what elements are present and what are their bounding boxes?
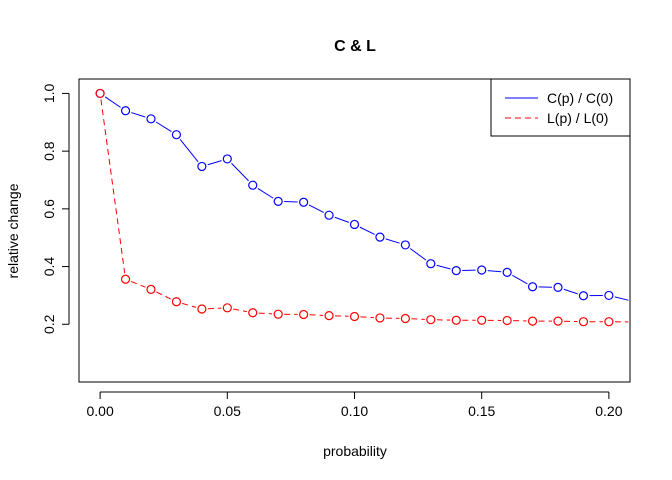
x-tick-label: 0.05 <box>214 403 241 419</box>
series-segment <box>385 238 400 244</box>
data-point <box>273 309 283 319</box>
data-point <box>324 311 334 321</box>
series-segment <box>156 291 172 300</box>
series-segment <box>104 96 121 108</box>
data-point <box>349 311 360 322</box>
data-point <box>629 300 630 304</box>
series-segment <box>179 139 199 163</box>
series-segment <box>309 314 324 316</box>
data-point <box>171 130 182 140</box>
data-point <box>578 317 589 327</box>
data-point <box>604 290 614 301</box>
data-point <box>299 197 309 207</box>
data-point <box>197 304 207 314</box>
series-1 <box>95 88 630 327</box>
legend-label-l: L(p) / L(0) <box>547 110 608 126</box>
data-point <box>451 266 461 276</box>
series-0 <box>95 88 630 304</box>
data-point <box>400 240 410 250</box>
series-segment <box>334 216 350 223</box>
data-point <box>629 320 630 324</box>
data-point <box>578 291 589 301</box>
series-segment <box>411 318 425 320</box>
data-point <box>120 106 131 116</box>
series-layer <box>95 88 630 327</box>
series-segment <box>155 121 172 132</box>
data-point <box>502 267 512 277</box>
series-segment <box>563 288 578 295</box>
series-segment <box>182 302 197 308</box>
y-axis-label: relative change <box>5 183 21 278</box>
series-segment <box>409 248 427 261</box>
series-segment <box>207 307 222 310</box>
chart-title: C & L <box>334 38 376 55</box>
y-tick-label: 0.4 <box>41 257 57 277</box>
plot-frame <box>78 78 631 383</box>
series-segment <box>231 162 249 182</box>
legend: C(p) / C(0) L(p) / L(0) <box>490 78 631 137</box>
data-point <box>171 297 182 307</box>
data-point <box>553 316 563 326</box>
data-point <box>527 282 538 292</box>
data-point <box>273 196 283 206</box>
data-point <box>299 309 309 320</box>
data-point <box>426 315 436 325</box>
x-tick-label: 0.20 <box>595 403 622 419</box>
x-tick-label: 0.10 <box>341 403 368 419</box>
data-point <box>477 315 487 325</box>
series-segment <box>436 264 451 270</box>
series-segment <box>207 160 222 166</box>
data-point <box>426 259 436 269</box>
data-point <box>604 317 614 327</box>
series-segment <box>258 312 273 315</box>
legend-label-c: C(p) / C(0) <box>547 90 613 106</box>
data-point <box>400 313 410 324</box>
legend-box <box>490 78 631 137</box>
x-axis-label: probability <box>323 443 387 459</box>
y-axis: 0.2 0.4 0.6 0.8 1.0 <box>41 83 70 334</box>
data-point <box>120 274 131 284</box>
data-point <box>197 161 207 172</box>
data-point <box>527 316 538 326</box>
data-point <box>324 210 334 220</box>
series-segment <box>308 204 324 213</box>
series-segment <box>130 281 146 288</box>
data-point <box>222 303 232 313</box>
data-point <box>146 114 156 124</box>
series-segment <box>360 316 374 319</box>
data-point <box>146 284 156 294</box>
data-point <box>222 154 232 164</box>
y-tick-label: 1.0 <box>41 83 57 103</box>
series-segment <box>614 296 629 301</box>
data-point <box>477 265 487 275</box>
x-tick-label: 0.00 <box>86 403 113 419</box>
data-point <box>451 315 461 325</box>
data-point <box>95 88 105 99</box>
data-point <box>248 180 258 190</box>
data-point <box>553 282 563 292</box>
series-segment <box>233 308 247 313</box>
x-axis: 0.00 0.05 0.10 0.15 0.20 <box>86 391 623 419</box>
data-point <box>502 315 512 326</box>
y-tick-label: 0.2 <box>41 314 57 334</box>
series-segment <box>512 274 528 285</box>
series-segment <box>359 226 375 235</box>
y-tick-label: 0.6 <box>41 199 57 219</box>
data-point <box>349 219 360 230</box>
x-tick-label: 0.15 <box>468 403 495 419</box>
series-segment <box>100 99 126 274</box>
series-segment <box>131 112 146 118</box>
series-segment <box>257 187 274 199</box>
data-point <box>375 232 385 242</box>
data-point <box>375 313 385 323</box>
data-point <box>248 308 258 318</box>
series-segment <box>487 270 502 273</box>
y-tick-label: 0.8 <box>41 141 57 161</box>
